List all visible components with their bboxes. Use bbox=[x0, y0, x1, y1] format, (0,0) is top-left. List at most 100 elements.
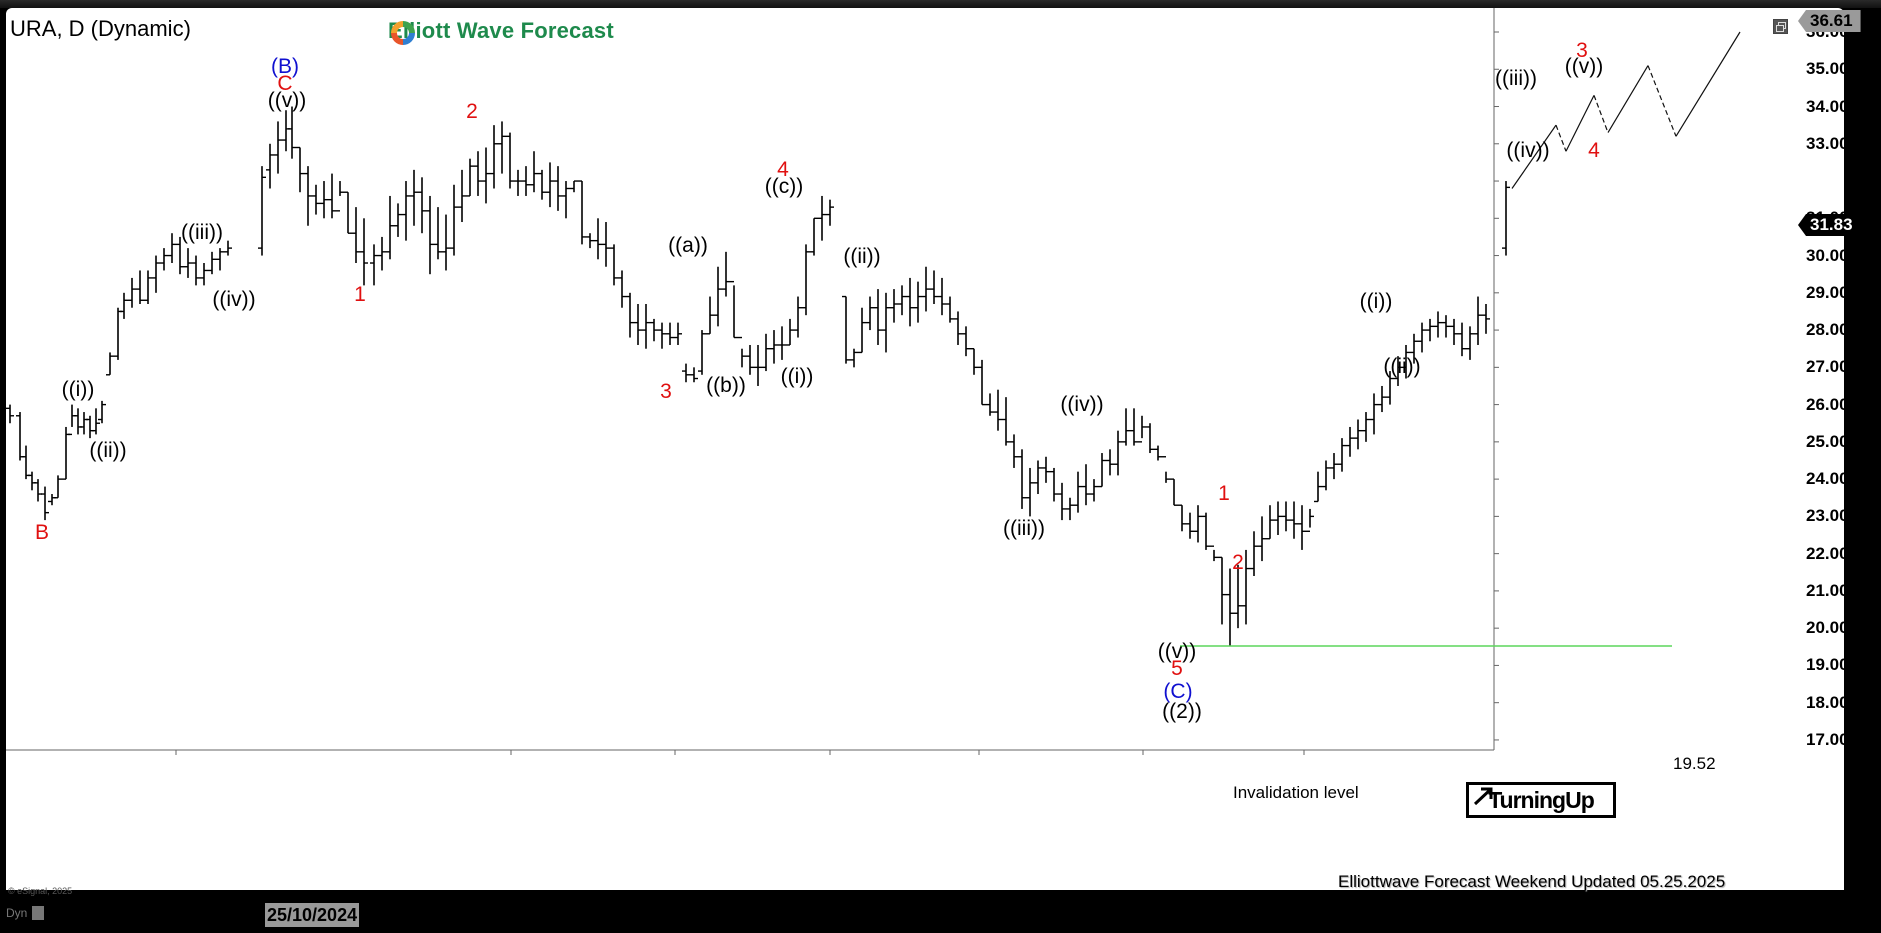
price-tick-label: 21.00 bbox=[1806, 580, 1849, 600]
ohlc-bar bbox=[674, 322, 682, 345]
projection-path bbox=[1511, 124, 1557, 189]
ohlc-bar bbox=[474, 151, 482, 196]
ohlc-bar bbox=[114, 307, 122, 360]
ohlc-bar bbox=[1442, 315, 1450, 338]
ohlc-bar bbox=[320, 181, 328, 219]
ohlc-bar bbox=[28, 471, 36, 491]
ohlc-bar bbox=[666, 322, 674, 345]
ohlc-bar bbox=[922, 266, 930, 312]
price-tick-label: 33.00 bbox=[1806, 133, 1849, 153]
ohlc-bar bbox=[98, 400, 106, 424]
ohlc-bar bbox=[658, 322, 666, 349]
ohlc-bar bbox=[160, 248, 168, 271]
ohlc-bar bbox=[1146, 423, 1154, 454]
ohlc-bar bbox=[1370, 393, 1378, 435]
ohlc-bar bbox=[1394, 356, 1402, 386]
date-tick-label: Oct bbox=[160, 904, 192, 924]
wave-label: 2 bbox=[466, 100, 478, 124]
high-price-flag: 36.61 bbox=[1798, 10, 1861, 32]
ohlc-bar bbox=[92, 408, 100, 435]
ohlc-bar bbox=[224, 240, 232, 256]
ohlc-bar bbox=[986, 393, 994, 416]
ohlc-bar bbox=[962, 326, 970, 357]
price-tick-label: 22.00 bbox=[1806, 543, 1849, 563]
ohlc-bar bbox=[74, 408, 82, 435]
wave-label: 2 bbox=[1232, 550, 1244, 574]
ohlc-bar bbox=[1130, 408, 1138, 446]
ohlc-bar bbox=[1090, 479, 1098, 502]
ohlc-bar bbox=[1066, 497, 1074, 521]
ohlc-bar bbox=[458, 169, 466, 223]
ohlc-bar bbox=[618, 270, 626, 308]
ohlc-bar bbox=[850, 348, 858, 368]
date-tick-label: Feb bbox=[813, 904, 847, 924]
projection-path bbox=[1565, 95, 1595, 152]
ohlc-bar bbox=[258, 166, 266, 256]
wave-label: 4 bbox=[777, 157, 789, 181]
wave-label: ((i)) bbox=[61, 377, 95, 401]
price-tick-label: 19.00 bbox=[1806, 655, 1849, 675]
projection-path bbox=[1675, 31, 1741, 137]
price-chart[interactable] bbox=[6, 8, 1844, 890]
ohlc-bar bbox=[842, 295, 850, 364]
ohlc-bar bbox=[1330, 453, 1338, 480]
ohlc-bar bbox=[570, 180, 578, 193]
arrow-up-right-icon bbox=[1473, 787, 1493, 806]
brand-logo: Elliott Wave Forecast bbox=[388, 18, 614, 45]
ohlc-bar bbox=[626, 292, 634, 338]
ohlc-bar bbox=[538, 169, 546, 200]
ohlc-bar bbox=[898, 285, 906, 316]
projection-path-dashed bbox=[1647, 65, 1677, 137]
ohlc-bar bbox=[394, 203, 402, 237]
ohlc-bar bbox=[882, 292, 890, 353]
ohlc-bar bbox=[1266, 505, 1274, 540]
turning-up-badge: TurningUp bbox=[1466, 782, 1616, 818]
ohlc-bar bbox=[136, 270, 144, 304]
ohlc-bar bbox=[1458, 322, 1466, 357]
ohlc-bar bbox=[802, 244, 810, 316]
ohlc-bar bbox=[530, 151, 538, 193]
ohlc-bar bbox=[874, 289, 882, 345]
elliott-wave-logo-icon bbox=[391, 21, 415, 45]
ohlc-bar bbox=[282, 110, 290, 152]
ohlc-bar bbox=[1170, 478, 1178, 506]
ohlc-bar bbox=[554, 166, 562, 211]
wave-label: ((iv)) bbox=[1506, 139, 1550, 163]
ohlc-bar bbox=[288, 106, 296, 159]
ohlc-bar bbox=[994, 389, 1002, 431]
wave-label: ((b)) bbox=[706, 373, 746, 397]
ohlc-bar bbox=[1122, 408, 1130, 446]
ohlc-bar bbox=[970, 348, 978, 375]
ohlc-bar bbox=[594, 218, 602, 260]
ohlc-bar bbox=[1282, 501, 1290, 532]
ohlc-bar bbox=[1186, 512, 1194, 539]
ohlc-bar bbox=[344, 191, 352, 234]
ohlc-bar bbox=[522, 166, 530, 196]
ohlc-bar bbox=[402, 181, 410, 241]
wave-label: ((iii)) bbox=[1495, 66, 1537, 90]
ohlc-bar bbox=[200, 263, 208, 286]
window-restore-icon[interactable] bbox=[1773, 19, 1788, 34]
dyn-label[interactable]: Dyn bbox=[6, 906, 28, 920]
ohlc-bar bbox=[22, 445, 30, 480]
ohlc-bar bbox=[336, 181, 344, 212]
ohlc-bar bbox=[1018, 449, 1026, 509]
date-tick-label: Apr bbox=[1127, 904, 1159, 924]
ohlc-bar bbox=[770, 330, 778, 364]
ohlc-bar bbox=[216, 248, 224, 271]
ohlc-bar bbox=[1290, 501, 1298, 539]
ohlc-bar bbox=[1042, 456, 1050, 483]
ohlc-bar bbox=[266, 143, 274, 189]
chart-panel[interactable]: B ((i)) ((ii)) ((iii)) ((iv)) (B) C ((v)) 1 2 3 ((a… bbox=[6, 8, 1844, 890]
wave-label: 1 bbox=[1218, 482, 1230, 506]
ohlc-bar bbox=[466, 158, 474, 197]
ohlc-bar bbox=[1322, 460, 1330, 491]
ohlc-bar bbox=[642, 303, 650, 349]
ohlc-bar bbox=[312, 184, 320, 215]
ohlc-bar bbox=[1418, 322, 1426, 353]
ohlc-bar bbox=[1026, 467, 1034, 517]
lock-icon[interactable] bbox=[32, 906, 44, 920]
ohlc-bar bbox=[498, 121, 506, 174]
ohlc-bar bbox=[128, 277, 136, 308]
